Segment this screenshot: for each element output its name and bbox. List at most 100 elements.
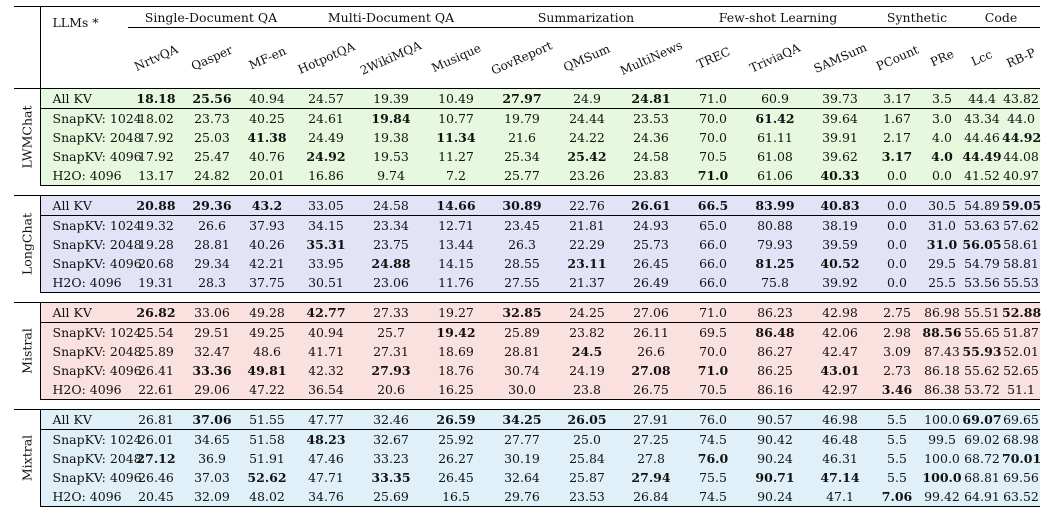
score-cell: 26.82 [128,302,184,323]
score-cell: 90.24 [742,449,808,468]
model-label-cell: Mistral [14,302,41,400]
score-cell: 26.01 [128,429,184,449]
score-cell: 42.47 [808,342,872,361]
score-cell: 80.88 [742,215,808,235]
score-cell: 27.94 [618,468,684,487]
model-label-cell: Mixtral [14,409,41,507]
table-row: SnapKV: 1024 25.54 29.51 49.25 40.94 25.7 19.4… [14,322,1040,342]
score-cell: 27.55 [488,273,556,293]
score-cell: 27.31 [358,342,424,361]
score-cell: 27.33 [358,302,424,323]
score-cell: 40.97 [1002,166,1040,186]
score-cell: 55.93 [962,342,1002,361]
score-cell: 22.29 [556,235,618,254]
score-cell: 30.89 [488,195,556,216]
score-cell: 0.0 [872,254,922,273]
score-cell: 87.43 [922,342,962,361]
score-cell: 9.74 [358,166,424,186]
score-cell: 44.0 [1002,108,1040,128]
score-cell: 19.53 [358,147,424,166]
score-cell: 17.92 [128,128,184,147]
score-cell: 22.76 [556,195,618,216]
table-row: Mixtral All KV 26.81 37.06 51.55 47.77 32.46 26… [14,409,1040,507]
score-cell: 31.0 [922,235,962,254]
score-cell: 86.23 [742,302,808,323]
method-label: SnapKV: 1024 [40,215,142,235]
score-cell: 18.76 [424,361,488,380]
score-cell: 70.0 [684,342,742,361]
column-header-label: MultiNews [618,38,685,78]
score-cell: 39.73 [808,88,872,109]
score-cell: 26.45 [424,468,488,487]
score-cell: 86.25 [742,361,808,380]
score-cell: 46.48 [808,429,872,449]
column-header: HotpotQA [294,28,358,89]
score-cell: 40.25 [240,108,294,128]
score-cell: 68.81 [962,468,1002,487]
model-name: LongChat [19,213,35,276]
score-cell: 25.77 [488,166,556,186]
score-cell: 26.45 [618,254,684,273]
score-cell: 23.06 [358,273,424,293]
score-cell: 90.24 [742,487,808,507]
score-cell: 39.64 [808,108,872,128]
score-cell: 83.99 [742,195,808,216]
table-row: Mistral All KV 26.82 33.06 49.28 42.77 27.33 19… [14,302,1041,400]
score-cell: 25.89 [128,342,184,361]
score-cell: 61.08 [742,147,808,166]
score-cell: 0.0 [872,273,922,293]
score-cell: 3.17 [872,147,922,166]
score-cell: 46.98 [808,409,872,430]
score-cell: 66.0 [684,273,742,293]
column-header: 2WikiMQA [358,28,424,89]
score-cell: 71.0 [684,166,742,186]
method-label: All KV [40,88,128,109]
score-cell: 0.0 [872,195,922,216]
group-header: Few-shot Learning [684,7,872,28]
method-label: H2O: 4096 [40,380,128,400]
score-cell: 5.5 [872,468,922,487]
score-cell: 27.93 [358,361,424,380]
model-name: LWMChat [19,105,35,169]
score-cell: 47.1 [808,487,872,507]
column-header-label: RB-P [1004,45,1038,71]
score-cell: 66.0 [684,254,742,273]
score-cell: 24.36 [618,128,684,147]
score-cell: 25.03 [184,128,240,147]
score-cell: 25.54 [128,322,184,342]
score-cell: 58.81 [1002,254,1040,273]
table-row: H2O: 4096 22.61 29.06 47.22 36.54 20.6 16.25 30… [14,380,1040,400]
score-cell: 47.46 [294,449,358,468]
score-cell: 33.23 [358,449,424,468]
score-cell: 33.95 [294,254,358,273]
score-cell: 36.9 [184,449,240,468]
method-label: H2O: 4096 [40,487,128,507]
column-header-label: SAMSum [811,40,869,76]
table-row: SnapKV: 1024 18.02 23.73 40.25 24.61 19.84 10.… [14,108,1040,128]
score-cell: 48.02 [240,487,294,507]
score-cell: 30.0 [488,380,556,400]
score-cell: 24.58 [358,195,424,216]
score-cell: 25.84 [556,449,618,468]
score-cell: 55.65 [962,322,1002,342]
score-cell: 25.69 [358,487,424,507]
score-cell: 26.6 [184,215,240,235]
column-header: RB-P [1002,28,1040,89]
score-cell: 54.79 [962,254,1002,273]
score-cell: 86.38 [922,380,962,400]
score-cell: 42.32 [294,361,358,380]
score-cell: 100.0 [922,449,962,468]
score-cell: 29.5 [922,254,962,273]
table-row: H2O: 4096 13.17 24.82 20.01 16.86 9.74 7.2 25.7… [14,166,1040,186]
score-cell: 76.0 [684,409,742,430]
score-cell: 43.01 [808,361,872,380]
score-cell: 30.19 [488,449,556,468]
score-cell: 48.6 [240,342,294,361]
score-cell: 25.42 [556,147,618,166]
column-header-label: GovReport [489,38,555,78]
score-cell: 11.34 [424,128,488,147]
score-cell: 2.17 [872,128,922,147]
score-cell: 43.82 [1002,88,1040,109]
score-cell: 39.92 [808,273,872,293]
score-cell: 88.56 [922,322,962,342]
